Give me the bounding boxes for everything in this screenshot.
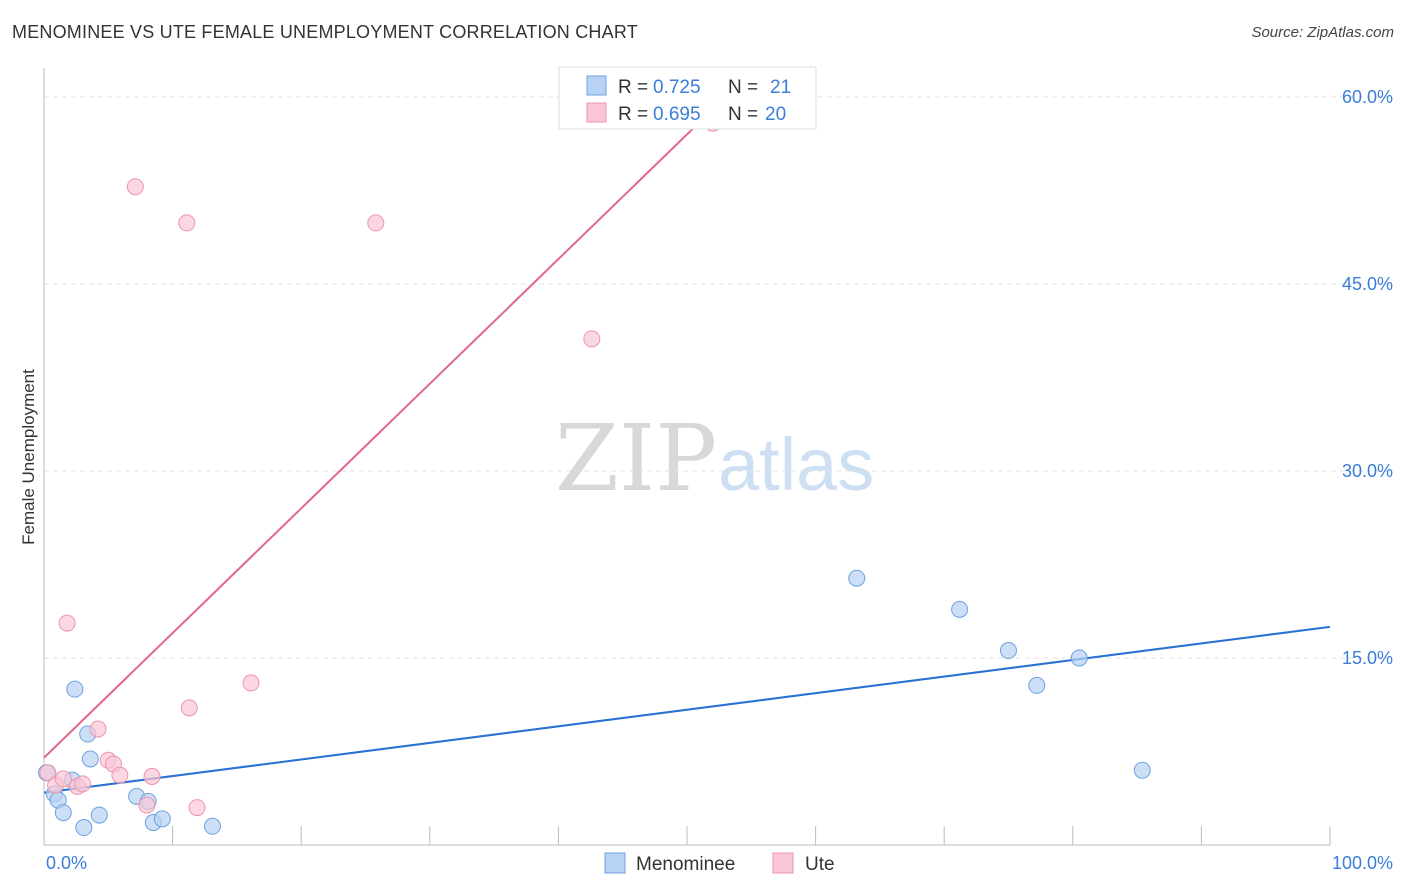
bottom-legend-swatch-ute xyxy=(772,852,794,874)
legend-r-value: 0.725 xyxy=(653,77,701,98)
data-point-menominee xyxy=(1070,649,1088,667)
x-tick-label: 0.0% xyxy=(46,853,87,873)
y-axis-label: Female Unemployment xyxy=(19,369,38,545)
trend-line-ute xyxy=(43,102,720,759)
data-point-ute xyxy=(188,799,206,817)
data-point-ute xyxy=(583,330,601,348)
source-label: Source: ZipAtlas.com xyxy=(1251,24,1394,41)
legend-r-value: 0.695 xyxy=(653,104,701,125)
data-point-menominee xyxy=(951,600,969,618)
trend-lines xyxy=(43,102,1331,794)
y-tick-label: 15.0% xyxy=(1342,648,1393,668)
data-point-ute xyxy=(74,775,92,793)
y-tick-label: 45.0% xyxy=(1342,274,1393,294)
y-tick-labels: 15.0% 30.0% 45.0% 60.0% xyxy=(1342,87,1393,668)
legend-n-value: 20 xyxy=(765,104,786,125)
gridlines xyxy=(44,96,1392,659)
legend-swatch-ute xyxy=(586,102,607,123)
data-point-menominee xyxy=(66,680,84,698)
data-point-ute xyxy=(39,764,57,782)
data-point-menominee xyxy=(848,569,866,587)
data-point-ute xyxy=(54,770,72,788)
y-tick-label: 60.0% xyxy=(1342,87,1393,107)
bottom-legend-label-menominee: Menominee xyxy=(636,854,735,875)
data-point-ute xyxy=(89,720,107,738)
data-point-ute xyxy=(126,178,144,196)
watermark-atlas: atlas xyxy=(718,423,874,506)
data-point-menominee xyxy=(153,810,171,828)
y-tick-label: 30.0% xyxy=(1342,461,1393,481)
bottom-legend-swatch-menominee xyxy=(604,852,626,874)
data-point-ute xyxy=(143,767,161,785)
data-point-ute xyxy=(178,214,196,232)
data-point-menominee xyxy=(203,817,221,835)
legend-r-label: R = xyxy=(618,77,648,98)
data-point-menominee xyxy=(75,819,93,837)
data-point-ute xyxy=(111,766,129,784)
x-tick-label: 100.0% xyxy=(1332,853,1393,873)
data-point-ute xyxy=(58,614,76,632)
legend-r-label: R = xyxy=(618,104,648,125)
data-point-ute xyxy=(242,674,260,692)
x-tick-labels: 0.0% 100.0% xyxy=(46,853,1393,873)
watermark-zip: ZIP xyxy=(555,405,717,512)
data-point-menominee xyxy=(1133,761,1151,779)
axes xyxy=(43,68,1331,846)
legend-swatch-menominee xyxy=(586,75,607,96)
data-point-menominee xyxy=(1000,642,1017,660)
legend-box: R = 0.725 N = 21 R = 0.695 N = 20 xyxy=(558,66,817,130)
data-point-menominee xyxy=(90,806,108,824)
data-point-menominee xyxy=(54,804,72,822)
legend-n-label: N = xyxy=(728,77,758,98)
chart-title: MENOMINEE VS UTE FEMALE UNEMPLOYMENT COR… xyxy=(12,22,638,42)
trend-line-menominee xyxy=(43,625,1331,794)
bottom-legend: Menominee Ute xyxy=(604,852,835,875)
data-point-menominee xyxy=(81,750,99,768)
legend-n-value: 21 xyxy=(770,77,791,98)
legend-n-label: N = xyxy=(728,104,758,125)
data-point-ute xyxy=(180,699,198,717)
bottom-legend-label-ute: Ute xyxy=(805,854,835,875)
data-point-ute xyxy=(138,796,156,814)
data-point-ute xyxy=(367,214,385,232)
data-point-menominee xyxy=(1028,676,1046,694)
